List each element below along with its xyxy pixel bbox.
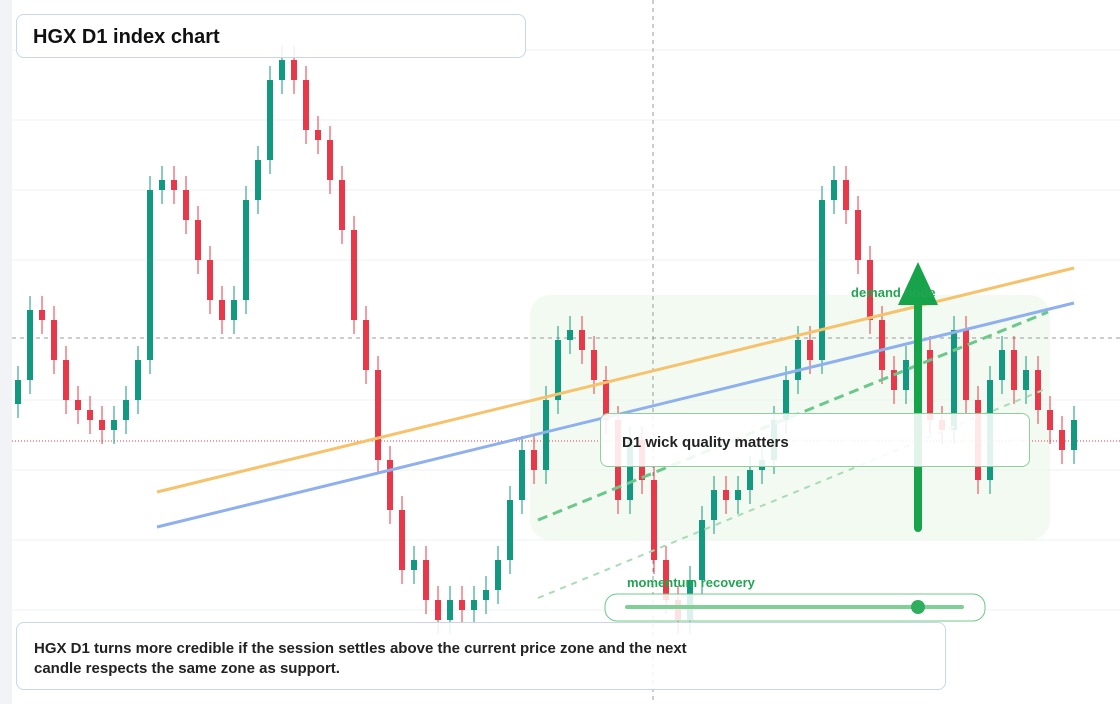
title-box: HGX D1 index chart	[16, 14, 526, 58]
candle-body	[63, 360, 69, 400]
candle-body	[183, 190, 189, 220]
candle-body	[111, 420, 117, 430]
candle-body	[1071, 420, 1077, 450]
candle-body	[471, 600, 477, 610]
candle-body	[1047, 410, 1053, 430]
candle-body	[1011, 350, 1017, 390]
candle-body	[867, 260, 873, 320]
candle-body	[435, 600, 441, 620]
candle-body	[327, 140, 333, 180]
arrow-head	[898, 262, 938, 305]
slider-thumb[interactable]	[911, 600, 925, 614]
candle-body	[1023, 370, 1029, 390]
candle-body	[663, 560, 669, 600]
candle-body	[495, 560, 501, 590]
candle-body	[51, 320, 57, 360]
candle-body	[843, 180, 849, 210]
candle-body	[231, 300, 237, 320]
candle-body	[831, 180, 837, 200]
candle-body	[567, 330, 573, 340]
candle-body	[735, 490, 741, 500]
candle-body	[315, 130, 321, 140]
demand-label: demand node	[851, 285, 936, 300]
candle-body	[699, 520, 705, 580]
candle-body	[375, 370, 381, 460]
candle-body	[819, 200, 825, 360]
candle-body	[795, 340, 801, 380]
candle-body	[159, 180, 165, 190]
candle-body	[243, 200, 249, 300]
candle-body	[879, 320, 885, 370]
candle-body	[483, 590, 489, 600]
candle-body	[267, 80, 273, 160]
candle-body	[447, 600, 453, 620]
candle-body	[747, 470, 753, 490]
candle-body	[411, 560, 417, 570]
candle-body	[651, 480, 657, 560]
candle-body	[27, 310, 33, 380]
candle-body	[519, 450, 525, 500]
candle-body	[855, 210, 861, 260]
candle-body	[1059, 430, 1065, 450]
candle-body	[303, 80, 309, 130]
candle-body	[87, 410, 93, 420]
candle-body	[363, 320, 369, 370]
momentum-label: momentum recovery	[627, 575, 755, 590]
candle-body	[459, 600, 465, 610]
candle-body	[279, 60, 285, 80]
candle-body	[627, 440, 633, 500]
candle-body	[291, 60, 297, 80]
candle-body	[963, 330, 969, 400]
wick-note-box: D1 wick quality matters	[600, 413, 1030, 467]
candle-body	[147, 190, 153, 360]
candle-body	[399, 510, 405, 570]
candle-body	[219, 300, 225, 320]
candle-body	[351, 230, 357, 320]
summary: HGX D1 turns more credible if the sessio…	[34, 640, 687, 677]
title: HGX D1 index chart	[33, 26, 220, 48]
candle-body	[339, 180, 345, 230]
candle-body	[999, 350, 1005, 380]
candle-body	[387, 460, 393, 510]
candle-body	[423, 560, 429, 600]
candle-body	[75, 400, 81, 410]
candle-body	[39, 310, 45, 320]
candle-body	[99, 420, 105, 430]
left-strip	[0, 0, 12, 704]
candle-body	[603, 380, 609, 420]
candle-body	[591, 350, 597, 380]
candle-body	[1035, 370, 1041, 410]
candle-body	[711, 490, 717, 520]
candle-body	[783, 380, 789, 420]
wick-note: D1 wick quality matters	[622, 434, 789, 451]
candle-body	[123, 400, 129, 420]
candle-body	[951, 330, 957, 430]
candle-body	[255, 160, 261, 200]
candle-body	[807, 340, 813, 360]
candle-body	[171, 180, 177, 190]
candle-body	[579, 330, 585, 350]
candle-body	[135, 360, 141, 400]
candle-body	[195, 220, 201, 260]
candle-body	[723, 490, 729, 500]
summary-box: HGX D1 turns more credible if the sessio…	[16, 622, 946, 690]
candle-body	[891, 370, 897, 390]
candle-body	[531, 450, 537, 470]
candle-body	[207, 260, 213, 300]
candle-body	[543, 400, 549, 470]
candle-body	[555, 340, 561, 400]
candle-body	[903, 360, 909, 390]
candle-body	[15, 380, 21, 404]
candle-body	[507, 500, 513, 560]
candle-body	[927, 350, 933, 420]
